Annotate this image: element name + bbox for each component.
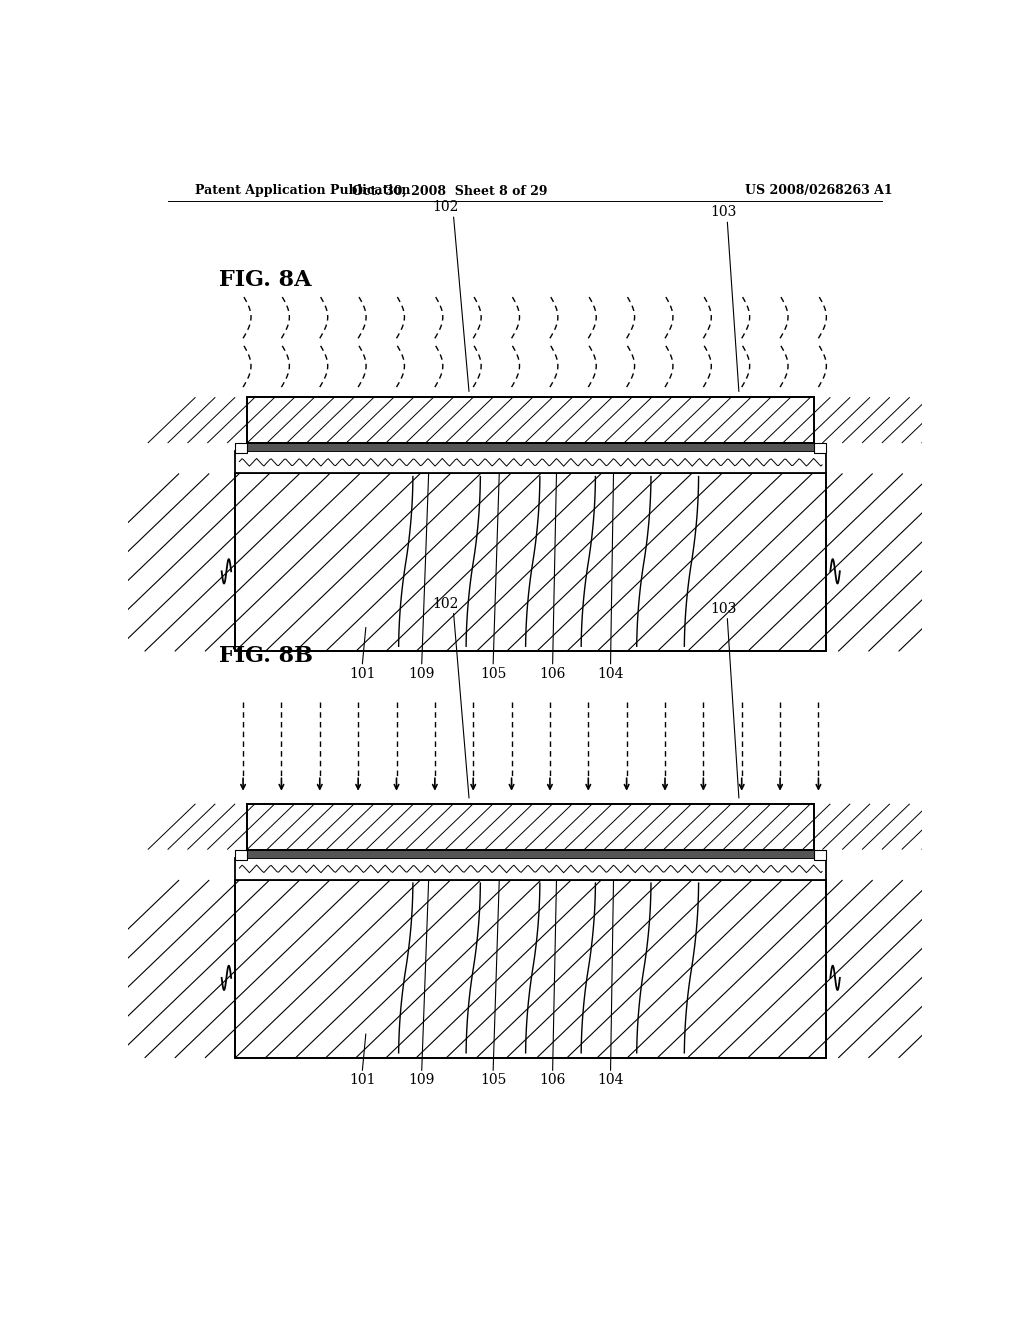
Bar [236, 880, 826, 1057]
Bar [247, 397, 814, 444]
Text: FIG. 8A: FIG. 8A [219, 269, 311, 292]
Text: US 2008/0268263 A1: US 2008/0268263 A1 [744, 185, 892, 198]
Text: 105: 105 [480, 667, 506, 681]
Text: 102: 102 [432, 201, 459, 214]
Bar [814, 444, 826, 453]
Bar [236, 880, 826, 1057]
Text: Oct. 30, 2008  Sheet 8 of 29: Oct. 30, 2008 Sheet 8 of 29 [351, 185, 547, 198]
Text: 101: 101 [349, 667, 376, 681]
Bar [247, 804, 814, 850]
Bar [814, 850, 826, 859]
Text: 106: 106 [540, 1073, 566, 1088]
Bar [236, 850, 247, 859]
Text: 109: 109 [409, 1073, 435, 1088]
Bar [236, 474, 826, 651]
Text: 103: 103 [710, 206, 736, 219]
Bar [236, 451, 826, 474]
Text: 105: 105 [480, 1073, 506, 1088]
Bar [236, 444, 247, 453]
Text: 103: 103 [710, 602, 736, 615]
Bar [236, 474, 826, 651]
Text: 104: 104 [597, 667, 624, 681]
Bar [247, 804, 814, 850]
Bar [236, 444, 826, 451]
Text: 109: 109 [409, 667, 435, 681]
Bar [247, 397, 814, 444]
Text: FIG. 8B: FIG. 8B [219, 645, 313, 668]
Text: 101: 101 [349, 1073, 376, 1088]
Bar [236, 858, 826, 880]
Text: 104: 104 [597, 1073, 624, 1088]
Text: 102: 102 [432, 597, 459, 611]
Text: Patent Application Publication: Patent Application Publication [196, 185, 411, 198]
Bar [236, 850, 826, 858]
Text: 106: 106 [540, 667, 566, 681]
